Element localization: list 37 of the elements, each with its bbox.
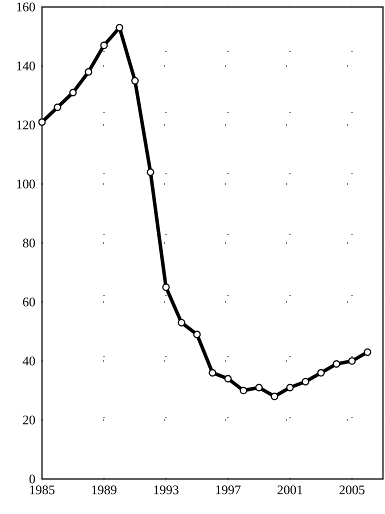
point xyxy=(38,118,46,126)
point xyxy=(364,348,372,356)
point xyxy=(240,386,248,394)
point xyxy=(332,360,340,368)
y-tick-label: 80 xyxy=(22,238,35,248)
x-tick-label: 1985 xyxy=(30,486,54,494)
x-tick-label: 1997 xyxy=(216,486,241,494)
point xyxy=(116,24,124,32)
x-tick-label: 2001 xyxy=(278,486,302,494)
y-tick-label: 140 xyxy=(17,62,35,70)
y-tick-label: 60 xyxy=(23,298,35,306)
point xyxy=(270,392,278,400)
y-tick-label: 160 xyxy=(17,2,35,12)
point xyxy=(54,104,62,112)
point xyxy=(286,384,294,392)
point xyxy=(100,42,108,50)
point xyxy=(69,88,77,96)
point xyxy=(146,168,154,176)
y-tick-label: 40 xyxy=(22,356,35,366)
point xyxy=(193,330,201,338)
point xyxy=(224,374,232,382)
x-tick-label: 1989 xyxy=(92,486,116,494)
y-tick-label: 100 xyxy=(17,180,35,188)
x-tick-label: 1993 xyxy=(154,486,178,494)
point xyxy=(255,384,263,392)
point xyxy=(302,378,310,386)
y-tick-label: 20 xyxy=(23,416,35,424)
y-tick-label: 0 xyxy=(29,474,35,484)
y-tick-label: 120 xyxy=(17,120,35,130)
point xyxy=(162,283,170,292)
point xyxy=(348,357,356,365)
x-tick-label: 2005 xyxy=(340,486,364,494)
point xyxy=(131,76,139,85)
point xyxy=(208,368,216,377)
point xyxy=(178,318,186,326)
point xyxy=(84,68,92,76)
point xyxy=(317,368,325,377)
